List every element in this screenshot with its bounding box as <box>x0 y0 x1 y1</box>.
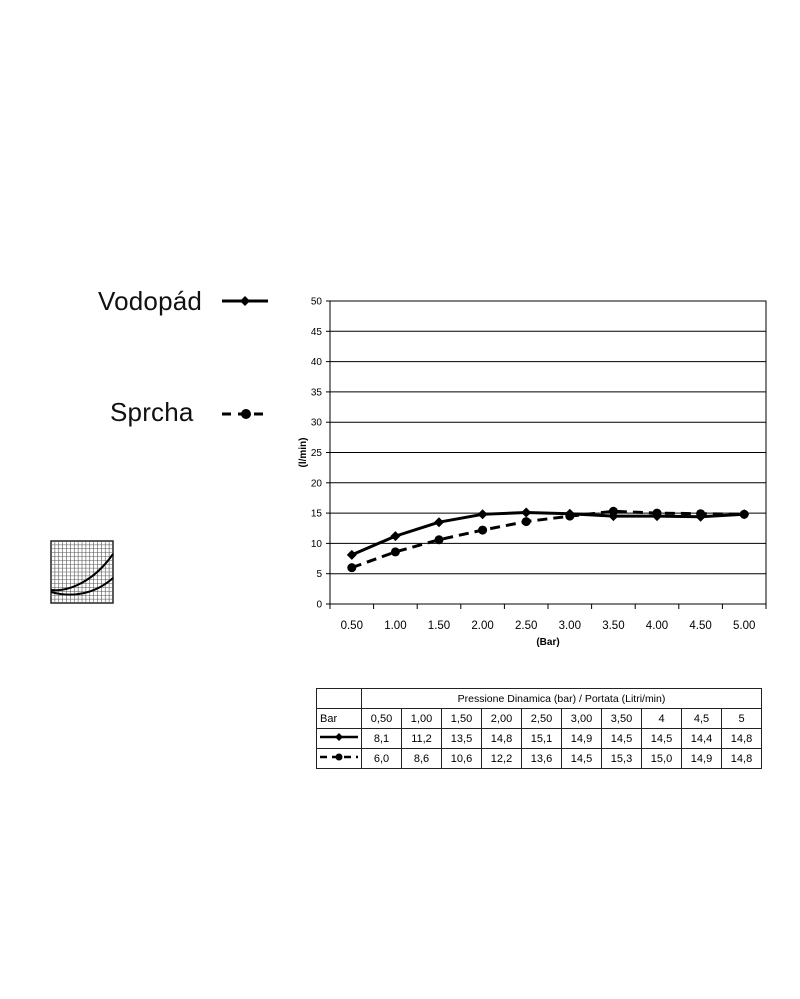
x-tick-label: 0.50 <box>341 620 363 632</box>
data-point <box>347 563 357 573</box>
table-title: Pressione Dinamica (bar) / Portata (Litr… <box>361 688 762 709</box>
y-tick-label: 25 <box>311 448 323 459</box>
table-col-header: 2,50 <box>521 708 562 729</box>
table-cell: 15,0 <box>641 748 682 769</box>
table-col-header: 4 <box>641 708 682 729</box>
table-col-header: 1,00 <box>401 708 442 729</box>
table-cell: 12,2 <box>481 748 522 769</box>
x-tick-label: 1.00 <box>384 620 406 632</box>
x-tick-label: 4.00 <box>646 620 668 632</box>
y-tick-label: 50 <box>311 297 323 308</box>
table-cell: 14,5 <box>641 728 682 749</box>
y-tick-label: 45 <box>311 327 323 338</box>
x-axis-label: (Bar) <box>536 637 559 648</box>
legend-label-vodopad: Vodopád <box>98 286 203 316</box>
table-cell: 13,6 <box>521 748 562 769</box>
table-header-row: Bar 0,50 1,00 1,50 2,00 2,50 3,00 3,50 4… <box>316 708 762 729</box>
data-point <box>390 547 400 557</box>
table-cell: 8,1 <box>361 728 402 749</box>
data-point <box>434 517 444 528</box>
table-col-header: 1,50 <box>441 708 482 729</box>
table-corner <box>316 688 362 709</box>
table-cell: 6,0 <box>361 748 402 769</box>
y-axis-label: (l/min) <box>298 438 309 468</box>
y-tick-label: 10 <box>311 539 323 550</box>
x-tick-label: 2.00 <box>471 620 493 632</box>
data-point <box>478 525 488 535</box>
x-tick-label: 2.50 <box>515 620 537 632</box>
data-point <box>696 509 706 519</box>
data-point <box>434 535 444 545</box>
x-tick-label: 3.00 <box>559 620 581 632</box>
table-cell: 13,5 <box>441 728 482 749</box>
table-row-header: Bar <box>316 708 362 729</box>
y-tick-label: 30 <box>311 418 323 429</box>
data-point <box>652 508 662 518</box>
table-cell: 10,6 <box>441 748 482 769</box>
data-table: Pressione Dinamica (bar) / Portata (Litr… <box>316 688 762 769</box>
data-point <box>521 517 531 527</box>
data-point <box>390 531 401 542</box>
table-cell: 8,6 <box>401 748 442 769</box>
legend-label-sprcha: Sprcha <box>110 397 194 427</box>
table-row: 8,1 11,2 13,5 14,8 15,1 14,9 14,5 14,5 1… <box>316 728 762 749</box>
legend-swatch-sprcha <box>222 409 270 419</box>
table-col-header: 2,00 <box>481 708 522 729</box>
table-col-header: 3,50 <box>601 708 642 729</box>
data-point <box>477 509 488 520</box>
x-tick-label: 1.50 <box>428 620 450 632</box>
y-tick-label: 20 <box>311 478 323 489</box>
data-point <box>346 549 357 560</box>
y-tick-label: 15 <box>311 509 323 520</box>
table-cell: 14,8 <box>721 748 762 769</box>
x-tick-label: 3.50 <box>602 620 624 632</box>
table-cell: 11,2 <box>401 728 442 749</box>
table-cell: 15,1 <box>521 728 562 749</box>
table-cell: 14,4 <box>681 728 722 749</box>
table-cell: 14,8 <box>481 728 522 749</box>
data-point <box>608 506 618 516</box>
table-row: 6,0 8,6 10,6 12,2 13,6 14,5 15,3 15,0 14… <box>316 748 762 769</box>
table-col-header: 0,50 <box>361 708 402 729</box>
data-point <box>739 509 749 519</box>
table-cell: 14,5 <box>601 728 642 749</box>
table-col-header: 4,5 <box>681 708 722 729</box>
table-cell: 14,5 <box>561 748 602 769</box>
y-tick-label: 0 <box>316 600 322 611</box>
y-tick-label: 40 <box>311 357 323 368</box>
table-col-header: 5 <box>721 708 762 729</box>
series-line-2 <box>351 509 745 570</box>
table-cell: 14,8 <box>721 728 762 749</box>
series-line-1 <box>351 510 745 557</box>
table-row-swatch-dashed <box>316 748 362 769</box>
y-tick-label: 35 <box>311 387 323 398</box>
data-point <box>521 507 532 518</box>
y-tick-label: 5 <box>316 569 322 580</box>
performance-curve-icon <box>50 540 114 604</box>
x-tick-label: 4.50 <box>689 620 711 632</box>
table-cell: 14,9 <box>561 728 602 749</box>
table-col-header: 3,00 <box>561 708 602 729</box>
legend-swatch-vodopad <box>222 296 268 306</box>
data-point <box>565 511 575 521</box>
table-cell: 15,3 <box>601 748 642 769</box>
table-row-swatch-solid <box>316 728 362 749</box>
x-tick-label: 5.00 <box>733 620 755 632</box>
table-cell: 14,9 <box>681 748 722 769</box>
